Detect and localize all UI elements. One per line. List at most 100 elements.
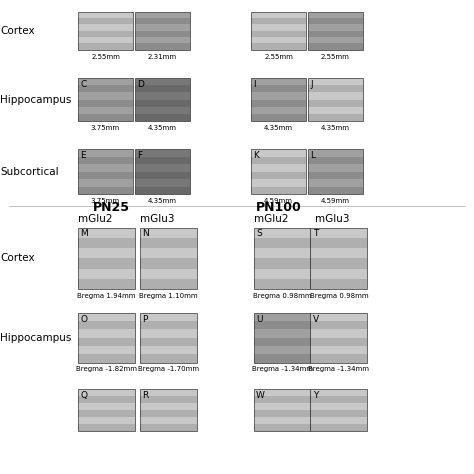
Bar	[140, 355, 197, 363]
Text: 4.59mm: 4.59mm	[264, 198, 293, 204]
Bar	[140, 279, 197, 289]
Text: V: V	[313, 315, 319, 324]
Bar	[254, 389, 310, 431]
Bar	[251, 18, 306, 25]
Text: Bregma -1.70mm: Bregma -1.70mm	[138, 366, 199, 373]
Text: Y: Y	[313, 391, 318, 400]
Bar	[78, 78, 133, 121]
Text: S: S	[256, 229, 262, 238]
Bar	[310, 410, 367, 417]
Bar	[251, 78, 306, 121]
Text: 4.35mm: 4.35mm	[148, 125, 177, 131]
Bar	[135, 157, 190, 164]
Bar	[140, 321, 197, 329]
Bar	[78, 114, 133, 121]
Bar	[135, 172, 190, 179]
Bar	[310, 338, 367, 346]
Bar	[308, 149, 363, 194]
Text: 4.35mm: 4.35mm	[264, 125, 293, 131]
Text: mGlu2: mGlu2	[78, 214, 113, 224]
Bar	[78, 338, 135, 346]
Text: mGlu2: mGlu2	[254, 214, 288, 224]
Bar	[135, 100, 190, 107]
Text: F: F	[137, 151, 143, 160]
Text: I: I	[254, 80, 256, 89]
Bar	[254, 258, 310, 269]
Text: Cortex: Cortex	[0, 26, 35, 36]
Bar	[78, 424, 135, 431]
Bar	[310, 321, 367, 329]
Bar	[308, 157, 363, 164]
Text: 4.35mm: 4.35mm	[321, 125, 350, 131]
Text: 3.75mm: 3.75mm	[91, 198, 120, 204]
Text: 2.55mm: 2.55mm	[321, 54, 350, 60]
Bar	[78, 149, 133, 194]
Bar	[135, 187, 190, 194]
Text: PN100: PN100	[256, 201, 302, 214]
Bar	[310, 228, 367, 289]
Bar	[254, 338, 310, 346]
Text: Bregma 0.98mm: Bregma 0.98mm	[253, 293, 311, 299]
Bar	[140, 238, 197, 248]
Bar	[308, 85, 363, 92]
Bar	[78, 44, 133, 50]
Text: L: L	[310, 151, 316, 160]
Bar	[254, 355, 310, 363]
Text: J: J	[310, 80, 313, 89]
Text: Bregma -1.82mm: Bregma -1.82mm	[76, 366, 137, 373]
Bar	[78, 279, 135, 289]
Bar	[251, 44, 306, 50]
Text: Hippocampus: Hippocampus	[0, 333, 72, 343]
Bar	[310, 424, 367, 431]
Bar	[78, 355, 135, 363]
Bar	[78, 258, 135, 269]
Text: P: P	[142, 315, 147, 324]
Text: 2.55mm: 2.55mm	[264, 54, 293, 60]
Bar	[78, 228, 135, 289]
Text: 2.31mm: 2.31mm	[148, 54, 177, 60]
Bar	[140, 424, 197, 431]
Bar	[78, 18, 133, 25]
Bar	[310, 238, 367, 248]
Bar	[308, 100, 363, 107]
Bar	[140, 396, 197, 403]
Text: PN25: PN25	[92, 201, 129, 214]
Bar	[135, 18, 190, 25]
Text: M: M	[81, 229, 88, 238]
Text: T: T	[313, 229, 318, 238]
Bar	[254, 228, 310, 289]
Bar	[308, 18, 363, 25]
Bar	[78, 12, 133, 50]
Bar	[251, 100, 306, 107]
Text: 3.75mm: 3.75mm	[91, 125, 120, 131]
Bar	[308, 31, 363, 37]
Bar	[78, 100, 133, 107]
Bar	[251, 12, 306, 50]
Bar	[78, 396, 135, 403]
Bar	[135, 78, 190, 121]
Bar	[78, 172, 133, 179]
Text: mGlu3: mGlu3	[140, 214, 174, 224]
Text: Bregma -1.34mm: Bregma -1.34mm	[252, 366, 312, 373]
Bar	[78, 321, 135, 329]
Bar	[135, 149, 190, 194]
Bar	[140, 389, 197, 431]
Bar	[251, 172, 306, 179]
Text: Hippocampus: Hippocampus	[0, 94, 72, 105]
Bar	[135, 31, 190, 37]
Bar	[140, 228, 197, 289]
Text: N: N	[142, 229, 149, 238]
Text: 2.55mm: 2.55mm	[91, 54, 120, 60]
Bar	[310, 313, 367, 363]
Text: K: K	[254, 151, 259, 160]
Text: Bregma -1.34mm: Bregma -1.34mm	[309, 366, 369, 373]
Text: O: O	[81, 315, 88, 324]
Bar	[78, 238, 135, 248]
Text: mGlu3: mGlu3	[315, 214, 350, 224]
Text: E: E	[81, 151, 86, 160]
Bar	[78, 389, 135, 431]
Bar	[310, 389, 367, 431]
Bar	[140, 338, 197, 346]
Bar	[308, 78, 363, 121]
Bar	[254, 321, 310, 329]
